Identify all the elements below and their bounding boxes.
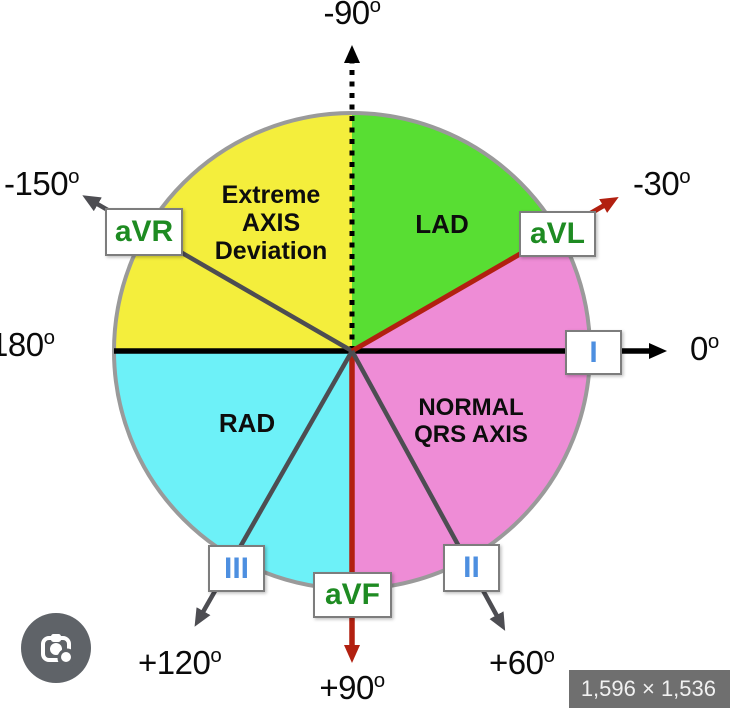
angle-label-plus-60: +60o: [489, 644, 555, 681]
angle-label-plus-120: +120o: [138, 644, 222, 681]
angle-label-minus-150: -150o: [4, 165, 79, 202]
sector-label-line: AXIS: [241, 209, 301, 237]
sector-extreme-axis-deviation: [114, 113, 352, 351]
lead-box-ii: II: [443, 544, 500, 592]
lead-box-avl: aVL: [519, 211, 596, 257]
google-lens-icon: [41, 634, 75, 667]
google-lens-button[interactable]: [21, 613, 91, 683]
sector-label-line: NORMAL: [418, 394, 524, 421]
angle-label-0: 0o: [690, 330, 719, 367]
sector-label-line: QRS AXIS: [414, 421, 528, 448]
sector-label-rad: RAD: [218, 408, 276, 438]
sector-rad: [114, 351, 352, 589]
sector-label-line: Deviation: [214, 237, 328, 265]
angle-label-minus-90: -90o: [323, 0, 381, 31]
angle-label-180: 180o: [0, 326, 55, 363]
lead-box-avf: aVF: [313, 572, 392, 618]
sector-label-normal-qrs-axis: NORMAL QRS AXIS: [414, 394, 528, 448]
sector-label-lad: LAD: [415, 209, 469, 239]
angle-label-minus-30: -30o: [633, 165, 691, 202]
sector-label-extreme-axis-deviation: Extreme AXIS Deviation: [215, 181, 328, 265]
sector-normal-qrs-axis: [352, 232, 590, 589]
lead-box-iii: III: [208, 545, 265, 592]
lead-box-avr: aVR: [105, 208, 183, 256]
image-dimensions-badge: 1,596 × 1,536: [568, 670, 730, 708]
angle-label-plus-90: +90o: [319, 669, 385, 706]
lead-box-i: I: [565, 330, 622, 375]
sector-label-line: Extreme: [221, 181, 321, 209]
